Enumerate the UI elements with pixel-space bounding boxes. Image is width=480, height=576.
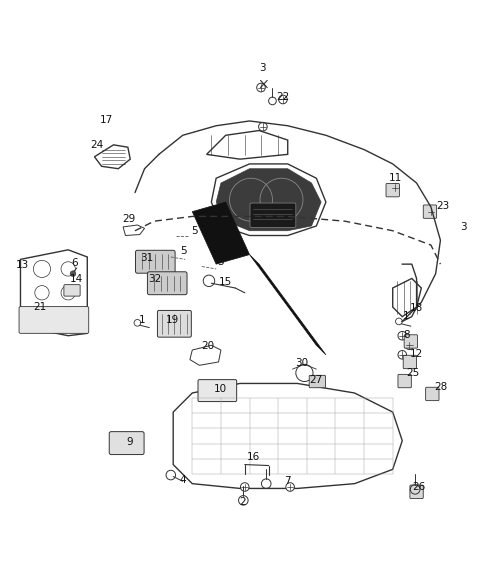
FancyBboxPatch shape [386,184,399,197]
Circle shape [427,207,435,216]
Text: 29: 29 [123,214,136,224]
Text: 27: 27 [310,374,323,385]
Circle shape [398,351,407,359]
Text: 20: 20 [201,341,214,351]
FancyBboxPatch shape [64,285,80,296]
FancyBboxPatch shape [109,431,144,454]
FancyBboxPatch shape [426,387,439,401]
Text: 21: 21 [33,302,46,312]
FancyBboxPatch shape [423,205,437,218]
Text: 28: 28 [434,382,447,392]
Circle shape [70,271,76,276]
Text: 11: 11 [388,173,402,183]
Text: 30: 30 [296,358,309,369]
Text: 5: 5 [192,226,198,236]
Text: 22: 22 [276,92,289,102]
FancyBboxPatch shape [398,374,411,388]
Polygon shape [192,202,250,264]
Text: 4: 4 [180,475,186,485]
Text: 31: 31 [140,253,154,263]
FancyBboxPatch shape [157,310,192,337]
Text: 17: 17 [100,115,113,125]
Text: 10: 10 [214,384,227,394]
Text: 24: 24 [90,140,104,150]
Text: 5: 5 [217,257,224,267]
Polygon shape [250,255,326,355]
Polygon shape [216,169,321,231]
Text: 3: 3 [460,222,467,232]
Circle shape [398,331,407,340]
Circle shape [257,84,265,92]
Text: 16: 16 [247,452,260,463]
FancyBboxPatch shape [250,203,296,228]
Circle shape [391,184,399,192]
FancyBboxPatch shape [135,251,175,273]
Text: 2: 2 [239,497,246,507]
FancyBboxPatch shape [147,272,187,295]
Circle shape [259,123,267,131]
Circle shape [286,483,294,491]
Text: 15: 15 [219,277,232,287]
Text: 8: 8 [403,330,410,340]
Text: 19: 19 [166,316,179,325]
Text: 13: 13 [16,260,29,270]
FancyBboxPatch shape [198,380,237,401]
Text: 9: 9 [126,437,132,446]
Text: 6: 6 [71,258,78,268]
Circle shape [240,483,249,491]
Text: 3: 3 [260,63,266,74]
FancyBboxPatch shape [19,306,89,334]
Text: 1: 1 [139,316,145,325]
Text: 12: 12 [410,349,423,359]
Text: 1: 1 [403,310,410,321]
FancyBboxPatch shape [404,335,418,348]
Text: 7: 7 [285,476,291,486]
Text: 18: 18 [410,303,423,313]
Text: 25: 25 [406,368,420,378]
Text: 23: 23 [437,201,450,211]
FancyBboxPatch shape [309,376,325,388]
Text: 32: 32 [148,274,162,285]
Circle shape [405,341,414,350]
Text: 14: 14 [70,274,84,285]
Text: 26: 26 [412,483,426,492]
Text: 5: 5 [180,246,187,256]
Circle shape [279,95,287,104]
FancyBboxPatch shape [403,355,417,369]
FancyBboxPatch shape [410,485,423,498]
